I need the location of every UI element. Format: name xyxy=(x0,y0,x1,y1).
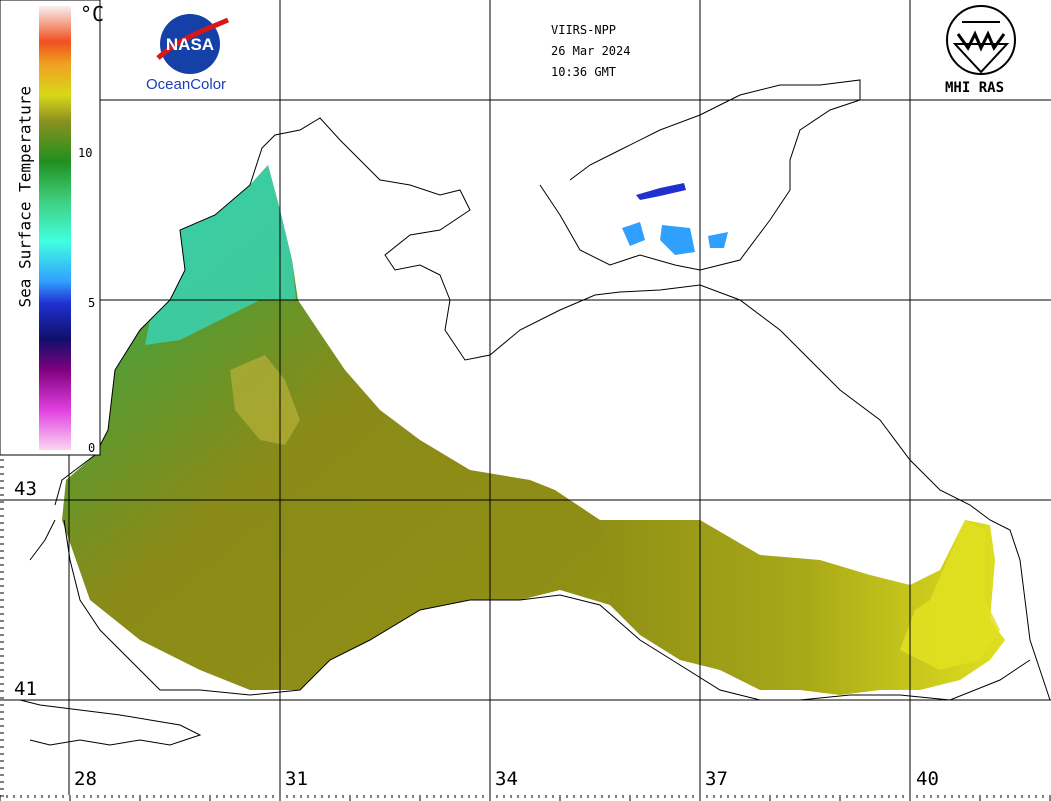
nasa-logo: NASA xyxy=(156,14,229,74)
colorbar-unit: °C xyxy=(80,2,105,26)
oceancolor-caption: OceanColor xyxy=(146,76,227,93)
coastlines xyxy=(19,79,1051,746)
colorbar-title: Sea Surface Temperature xyxy=(15,85,35,308)
sst-azov-patch-dark xyxy=(636,183,686,200)
nasa-badge: NASA xyxy=(166,35,214,54)
mhi-logo-icon xyxy=(946,5,1016,75)
lon-label-40: 40 xyxy=(916,768,939,790)
sst-azov-patch xyxy=(622,222,728,255)
frame-ticks xyxy=(0,459,1051,801)
sst-west-basin xyxy=(62,165,700,690)
colorbar-tick-10: 10 xyxy=(78,146,93,160)
colorbar-gradient xyxy=(39,6,71,450)
sst-warm-east xyxy=(900,520,1000,670)
mhi-caption: MHI RAS xyxy=(945,80,1005,96)
colorbar-tick-5: 5 xyxy=(88,296,96,310)
lat-label-41: 41 xyxy=(14,678,37,700)
time-label: 10:36 GMT xyxy=(551,65,617,79)
lat-label-43: 43 xyxy=(14,478,37,500)
colorbar-tick-0: 0 xyxy=(88,441,96,455)
lon-label-34: 34 xyxy=(495,768,518,790)
satellite-label: VIIRS-NPP xyxy=(551,23,617,37)
lon-label-28: 28 xyxy=(74,768,97,790)
lon-label-31: 31 xyxy=(285,768,308,790)
sst-warm-filament xyxy=(230,355,300,445)
lon-label-37: 37 xyxy=(705,768,728,790)
date-label: 26 Mar 2024 xyxy=(551,44,631,58)
